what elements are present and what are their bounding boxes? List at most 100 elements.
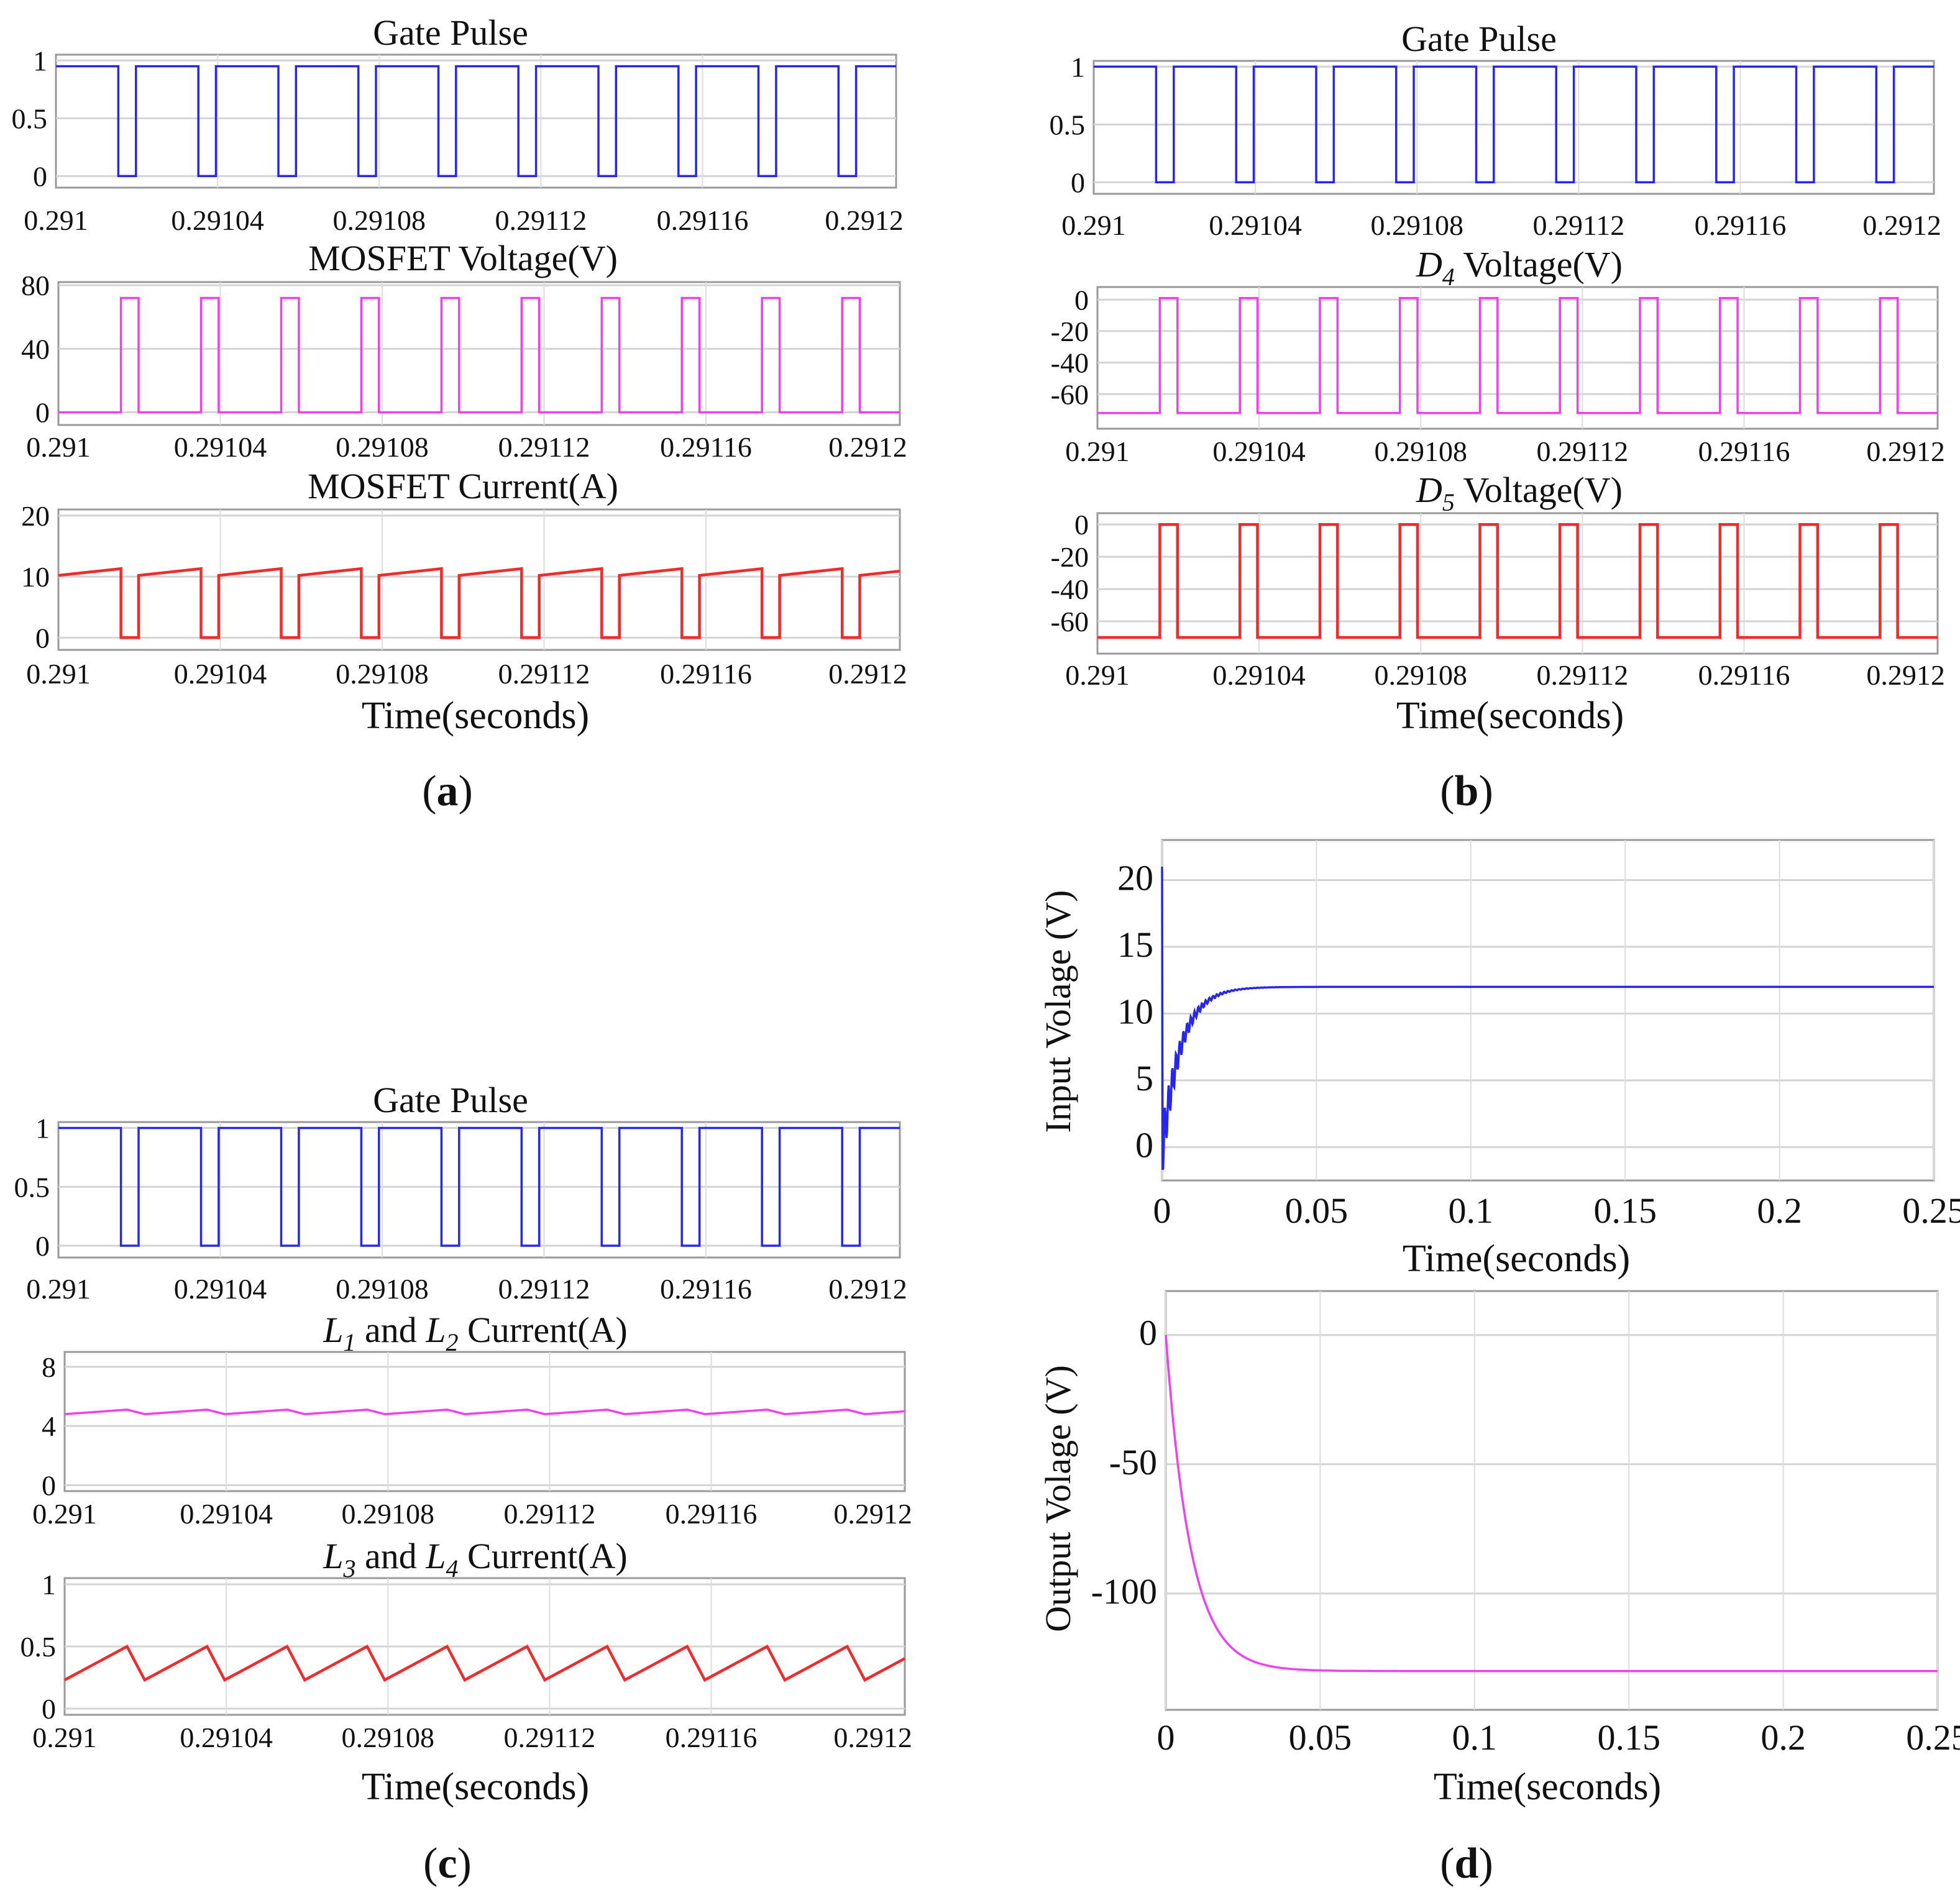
- x-tick-label: 0.29116: [660, 1273, 752, 1305]
- x-tick-label: 0.2912: [828, 431, 907, 463]
- x-tick-label: 0.29112: [498, 1273, 590, 1305]
- y-tick-label: 0: [1139, 1313, 1157, 1353]
- title-b2: D4 Voltage(V): [1416, 244, 1623, 291]
- plot-d1: 20 15 10 5 00 0.05 0.1 0.15 0.2 0.25: [1117, 839, 1960, 1231]
- x-tick-label: 0.29104: [174, 1273, 267, 1305]
- x-tick-label: 0.29104: [171, 204, 264, 236]
- x-tick-label: 0.291: [26, 1273, 91, 1305]
- x-tick-label: 0.29108: [336, 1273, 429, 1305]
- y-tick-label: 10: [21, 561, 50, 593]
- x-tick-label: 0.291: [32, 1498, 97, 1530]
- plot-a1: 1 0.5 0 0.291 0.29104 0.29108 0.29112 0.29116 0.…: [12, 45, 904, 236]
- y-tick-label: 0: [35, 1230, 50, 1262]
- x-tick-label: 0: [1153, 1190, 1171, 1231]
- title-a1: Gate Pulse: [373, 12, 528, 53]
- x-tick-label: 0.1: [1452, 1717, 1498, 1758]
- series-line: [1161, 866, 1934, 1171]
- x-tick-label: 0.29116: [660, 658, 752, 690]
- x-tick-label: 0.291: [26, 431, 91, 463]
- x-tick-label: 0.29108: [341, 1498, 434, 1530]
- x-tick-label: 0.29108: [336, 658, 429, 690]
- y-tick-label: 0: [42, 1693, 56, 1725]
- xlabel-c: Time(seconds): [362, 1766, 589, 1808]
- x-tick-label: 0.2912: [1862, 209, 1941, 241]
- x-tick-label: 0.29112: [1536, 659, 1628, 691]
- x-tick-label: 0.29112: [495, 204, 587, 236]
- x-tick-label: 0.29108: [1374, 436, 1467, 467]
- y-tick-label: -40: [1051, 573, 1089, 605]
- plot-frame: [1161, 839, 1935, 1182]
- x-tick-label: 0.29112: [1536, 436, 1628, 467]
- plot-a2: 80 40 00.291 0.29104 0.29108 0.29112 0.29116 0.…: [21, 270, 907, 463]
- series-line: [58, 1126, 900, 1247]
- xlabel-d2: Time(seconds): [1434, 1766, 1661, 1808]
- panel-b: Gate Pulse 1 0.5 0 0.291 0.29104 0.29108 0.291…: [1050, 19, 1945, 815]
- series-line: [56, 65, 896, 178]
- y-tick-label: 0.5: [12, 103, 48, 134]
- x-tick-label: 0.29112: [1532, 209, 1624, 241]
- panel-label-a: (a): [422, 767, 473, 815]
- plot-frame: [1096, 286, 1939, 430]
- x-tick-label: 0.2912: [828, 658, 907, 690]
- x-tick-label: 0.29116: [660, 431, 752, 463]
- x-tick-label: 0.29116: [666, 1722, 758, 1753]
- series-line: [64, 1408, 905, 1415]
- series-line: [1097, 296, 1938, 414]
- x-tick-label: 0.291: [32, 1722, 97, 1753]
- series-line: [58, 567, 900, 639]
- plot-frame: [57, 1121, 901, 1259]
- x-tick-label: 0.25: [1906, 1717, 1960, 1758]
- x-tick-label: 0.15: [1597, 1717, 1660, 1758]
- y-tick-label: -20: [1051, 316, 1089, 347]
- series-line: [1097, 523, 1938, 639]
- y-tick-label: 5: [1135, 1058, 1153, 1098]
- x-tick-label: 0.29104: [1212, 659, 1306, 691]
- x-tick-label: 0.29104: [1212, 436, 1306, 467]
- x-tick-label: 0.2912: [833, 1722, 912, 1753]
- y-tick-label: -60: [1051, 378, 1089, 410]
- y-tick-label: 4: [42, 1410, 56, 1442]
- title-c3: L3 and L4 Current(A): [323, 1536, 627, 1582]
- x-tick-label: 0.29108: [336, 431, 429, 463]
- plot-frame: [63, 1351, 906, 1492]
- x-tick-label: 0.05: [1289, 1717, 1352, 1758]
- series-line: [1165, 1335, 1938, 1673]
- panel-label-b: (b): [1440, 767, 1493, 815]
- x-tick-label: 0.2912: [1866, 436, 1945, 467]
- y-tick-label: 8: [42, 1351, 56, 1383]
- x-tick-label: 0.2: [1761, 1717, 1806, 1758]
- y-tick-label: 1: [35, 1112, 50, 1144]
- series-line: [63, 1644, 906, 1682]
- y-tick-label: -20: [1051, 541, 1089, 573]
- title-b3: D5 Voltage(V): [1416, 470, 1623, 516]
- y-tick-label: 1: [1071, 51, 1085, 83]
- plot-c3: 1 0.5 00.291 0.29104 0.29108 0.29112 0.29116 0.…: [21, 1569, 912, 1753]
- plot-frame: [55, 53, 897, 189]
- y-tick-label: 0: [1074, 284, 1089, 316]
- plot-d2: 0 -50 -100 0 0.05 0.1 0.15 0.2 0.25: [1091, 1290, 1960, 1758]
- plot-frame: [1165, 1290, 1939, 1711]
- x-tick-label: 0: [1157, 1717, 1175, 1758]
- x-tick-label: 0.2912: [828, 1273, 907, 1305]
- y-tick-label: -100: [1091, 1571, 1157, 1612]
- xlabel-a: Time(seconds): [362, 695, 589, 737]
- x-tick-label: 0.29112: [503, 1498, 595, 1530]
- x-tick-label: 0.29112: [498, 658, 590, 690]
- y-tick-label: 20: [1117, 857, 1153, 898]
- y-tick-label: 15: [1117, 924, 1153, 965]
- x-tick-label: 0.1: [1449, 1190, 1494, 1231]
- x-tick-label: 0.2912: [833, 1498, 912, 1530]
- y-tick-label: 0: [33, 160, 47, 192]
- x-tick-label: 0.29112: [503, 1722, 595, 1753]
- ylabel-d1: Input Volage (V): [1038, 890, 1078, 1133]
- y-tick-label: 40: [21, 333, 50, 365]
- plot-c2: 8 4 00.291 0.29104 0.29108 0.29112 0.29116 0.29…: [32, 1351, 912, 1530]
- plot-frame: [1096, 512, 1939, 655]
- y-tick-label: -40: [1051, 347, 1089, 379]
- title-c1: Gate Pulse: [373, 1080, 528, 1120]
- plot-b1: 1 0.5 0 0.291 0.29104 0.29108 0.29112 0.29116 0.…: [1050, 51, 1941, 241]
- x-tick-label: 0.29108: [1374, 659, 1467, 691]
- panel-label-d: (d): [1440, 1840, 1493, 1888]
- panel-label-c: (c): [423, 1840, 472, 1888]
